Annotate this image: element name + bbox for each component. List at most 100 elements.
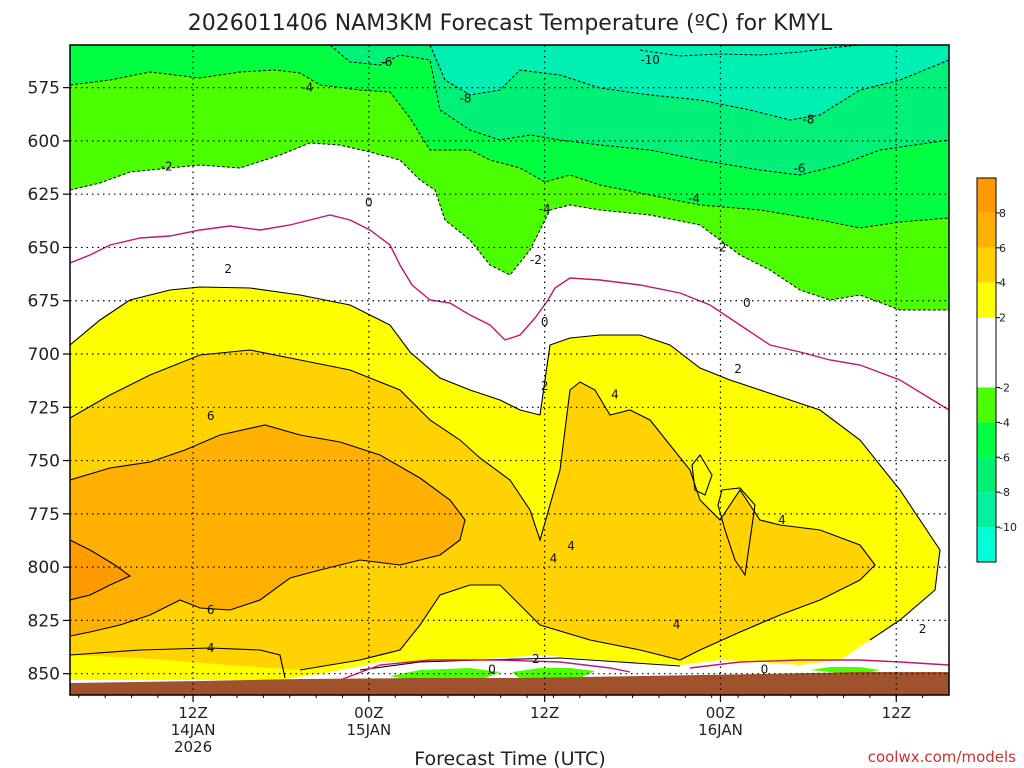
contour-label-text: 2 xyxy=(532,652,540,666)
x-tick-label: 2026 xyxy=(174,738,212,756)
contour-label-text: -8 xyxy=(802,113,814,127)
colorbar-bin xyxy=(977,492,996,528)
contour-label-text: 6 xyxy=(207,603,215,617)
contour-plus4-lower xyxy=(70,647,286,679)
colorbar-bin xyxy=(977,247,996,283)
x-axis-title: Forecast Time (UTC) xyxy=(414,748,605,768)
contour-label: 0 xyxy=(541,315,549,329)
x-tick-label: 14JAN xyxy=(171,721,216,739)
contour-label: 4 xyxy=(567,539,575,553)
contour-zero-upper xyxy=(70,214,949,411)
contour-plus2-surface xyxy=(359,657,681,671)
contour-label-text: 2 xyxy=(919,622,927,636)
contour-label: -2 xyxy=(530,253,542,267)
contour-label: 0 xyxy=(365,196,373,210)
contour-plus8 xyxy=(70,539,132,601)
field-surface-cold-2 xyxy=(512,668,595,679)
colorbar-label: 6 xyxy=(999,242,1006,255)
contour-label: -2 xyxy=(714,240,726,254)
y-tick-label: 775 xyxy=(28,505,60,525)
colorbar-label: -4 xyxy=(999,416,1010,429)
contour-label-text: 4 xyxy=(611,388,619,402)
contour-label: 0 xyxy=(761,662,769,676)
contour-label: -6 xyxy=(794,162,806,176)
contour-label: -8 xyxy=(460,91,472,105)
y-tick-label: 625 xyxy=(28,185,60,205)
contour-label-text: 4 xyxy=(673,618,681,632)
colorbar-bin xyxy=(977,212,996,248)
contour-label-text: -8 xyxy=(460,91,472,105)
y-tick-label: 600 xyxy=(28,132,60,152)
colorbar-label: -2 xyxy=(999,381,1010,394)
contour-label-text: 0 xyxy=(761,662,769,676)
contour-label: 2 xyxy=(734,362,742,376)
grid xyxy=(70,45,949,695)
colorbar-label: -10 xyxy=(999,521,1017,534)
contour-label-text: 6 xyxy=(207,409,215,423)
contour-minus10 xyxy=(639,45,861,57)
contour-label: 4 xyxy=(611,388,619,402)
contour-label-text: -4 xyxy=(539,202,551,216)
x-tick-label: 12Z xyxy=(530,704,559,722)
y-tick-label: 700 xyxy=(28,345,60,365)
contour-label: 0 xyxy=(488,662,496,676)
contour-zero-surface-2 xyxy=(689,659,949,669)
colorbar-bin xyxy=(977,422,996,458)
contour-minus6 xyxy=(329,45,949,176)
colorbar-label: -6 xyxy=(999,451,1010,464)
contour-label: 2 xyxy=(224,262,232,276)
contour-label: 6 xyxy=(207,409,215,423)
colorbar-frame xyxy=(976,177,997,563)
contour-label-text: 2 xyxy=(734,362,742,376)
field-plus6 xyxy=(70,425,465,636)
contour-label-text: -4 xyxy=(688,191,700,205)
colorbar-bin xyxy=(977,282,996,318)
colorbar-bin xyxy=(977,317,996,388)
contour-label-text: 0 xyxy=(541,315,549,329)
contour-plus2 xyxy=(70,286,941,641)
colorbar-bin xyxy=(977,387,996,423)
contour-minus8 xyxy=(429,45,949,121)
x-tick-label: 16JAN xyxy=(698,721,743,739)
x-tick-label: 15JAN xyxy=(346,721,391,739)
contour-label-text: 2 xyxy=(541,379,549,393)
y-tick-label: 750 xyxy=(28,452,60,472)
credit-text: coolwx.com/models xyxy=(868,748,1016,766)
contour-label-text: 2 xyxy=(224,262,232,276)
y-tick-label: 675 xyxy=(28,292,60,312)
contour-label-text: 4 xyxy=(207,641,215,655)
colorbar-bin xyxy=(977,527,996,562)
contour-label: 2 xyxy=(532,652,540,666)
contour-label: 4 xyxy=(673,618,681,632)
y-tick-label: 850 xyxy=(28,665,60,685)
colorbar-label: 4 xyxy=(999,277,1006,290)
x-tick-label: 12Z xyxy=(178,704,207,722)
contour-plus4-pocket-1 xyxy=(691,454,713,496)
terrain xyxy=(70,672,949,695)
chart-title: 2026011406 NAM3KM Forecast Temperature (… xyxy=(188,11,833,36)
contour-minus4 xyxy=(70,69,949,229)
contour-label-text: -2 xyxy=(161,159,173,173)
contour-zero-surface xyxy=(339,659,631,681)
colorbar-label: 8 xyxy=(999,207,1006,220)
contour-label: 0 xyxy=(743,296,751,310)
contour-label-text: -2 xyxy=(530,253,542,267)
y-axis: 575 600 625 650 675 700 725 750 775 800 825 850 xyxy=(28,79,70,685)
contour-label: 2 xyxy=(919,622,927,636)
contour-label: -4 xyxy=(688,191,700,205)
contour-label: -2 xyxy=(161,159,173,173)
contour-label-text: 0 xyxy=(743,296,751,310)
plot-frame xyxy=(69,44,950,696)
colorbar-label: -8 xyxy=(999,486,1010,499)
contour-label: 4 xyxy=(778,513,786,527)
contour-label: -8 xyxy=(802,113,814,127)
contour-label: 2 xyxy=(541,379,549,393)
contour-label-text: -6 xyxy=(794,162,806,176)
y-tick-label: 825 xyxy=(28,611,60,631)
contour-label-text: -4 xyxy=(301,81,313,95)
contour-label-text: 4 xyxy=(778,513,786,527)
